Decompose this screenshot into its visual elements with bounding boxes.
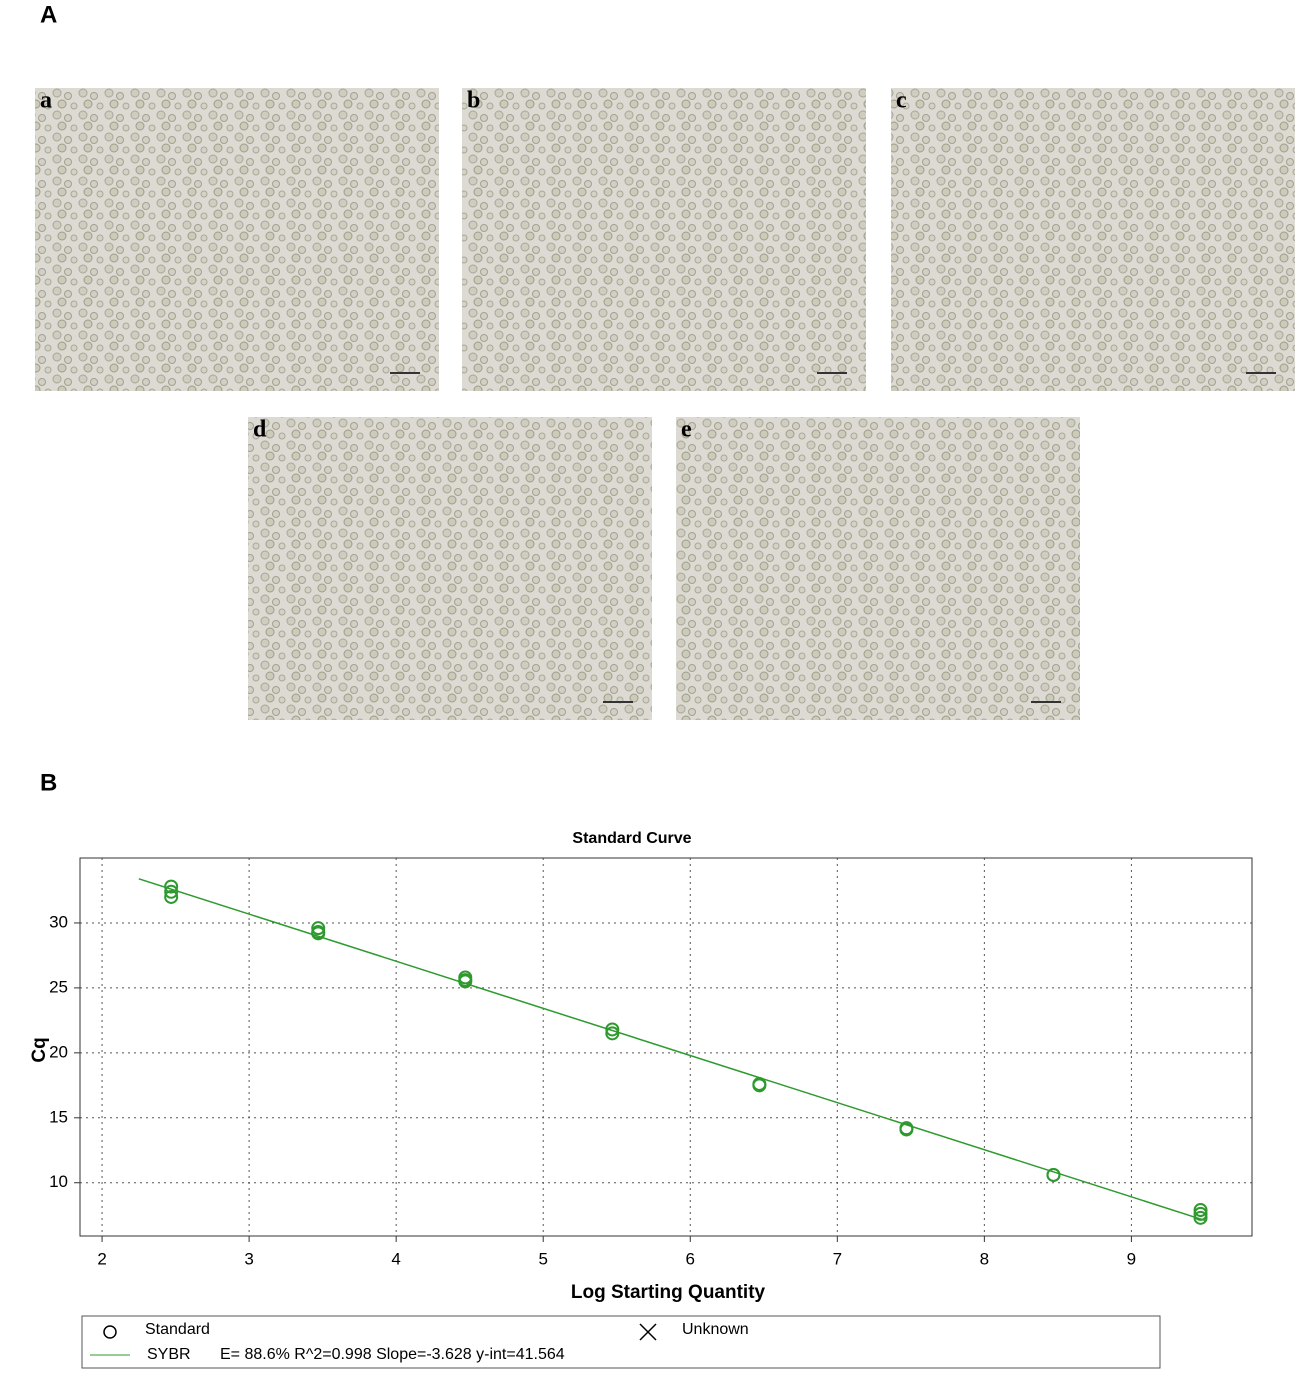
data-point: [1193, 1203, 1208, 1218]
y-tick-label: 25: [49, 977, 68, 996]
micrograph: [35, 88, 439, 391]
scale-bar: [817, 372, 847, 374]
panel-label: A: [40, 1, 57, 28]
y-tick-label: 20: [49, 1042, 68, 1061]
micrograph: [248, 417, 652, 720]
x-tick-label: 7: [833, 1249, 842, 1268]
x-tick-label: 5: [538, 1249, 547, 1268]
micrograph: [462, 88, 866, 391]
scale-bar: [390, 372, 420, 374]
data-point: [1193, 1206, 1208, 1221]
fit-line: [138, 878, 1206, 1222]
legend-label: Standard: [145, 1321, 210, 1338]
legend-box: [81, 1315, 1161, 1369]
image-label: e: [681, 417, 692, 443]
x-tick-label: 4: [391, 1249, 400, 1268]
y-axis-label: Cq: [29, 1037, 50, 1062]
micrograph: [676, 417, 1080, 720]
legend-label: Unknown: [682, 1321, 749, 1338]
scale-bar: [1031, 701, 1061, 703]
legend-swatch: [639, 1323, 657, 1341]
data-point: [1046, 1167, 1061, 1182]
data-point: [311, 926, 326, 941]
x-tick-label: 2: [97, 1249, 106, 1268]
data-point: [311, 921, 326, 936]
scale-bar: [603, 701, 633, 703]
data-point: [605, 1022, 620, 1037]
image-label: c: [896, 88, 907, 114]
image-label: b: [467, 88, 480, 114]
image-label: a: [40, 88, 52, 114]
data-point: [605, 1026, 620, 1041]
plot-frame: [79, 857, 1253, 1237]
x-tick-label: 3: [244, 1249, 253, 1268]
legend-label: SYBR: [147, 1346, 191, 1363]
x-axis-label: Log Starting Quantity: [571, 1282, 766, 1303]
x-tick-label: 8: [980, 1249, 989, 1268]
fit-stats: E= 88.6% R^2=0.998 Slope=-3.628 y-int=41…: [220, 1346, 565, 1363]
y-tick-label: 15: [49, 1107, 68, 1126]
panel-label: B: [40, 769, 57, 796]
scale-bar: [1246, 372, 1276, 374]
chart-title: Standard Curve: [572, 830, 691, 847]
data-point: [164, 889, 179, 904]
data-point: [752, 1078, 767, 1093]
y-tick-label: 10: [49, 1172, 68, 1191]
image-label: d: [253, 417, 267, 443]
micrograph: [891, 88, 1295, 391]
y-tick-label: 30: [49, 912, 68, 931]
data-point: [899, 1122, 914, 1137]
legend-swatch: [103, 1325, 117, 1339]
x-tick-label: 6: [686, 1249, 695, 1268]
x-tick-label: 9: [1127, 1249, 1136, 1268]
